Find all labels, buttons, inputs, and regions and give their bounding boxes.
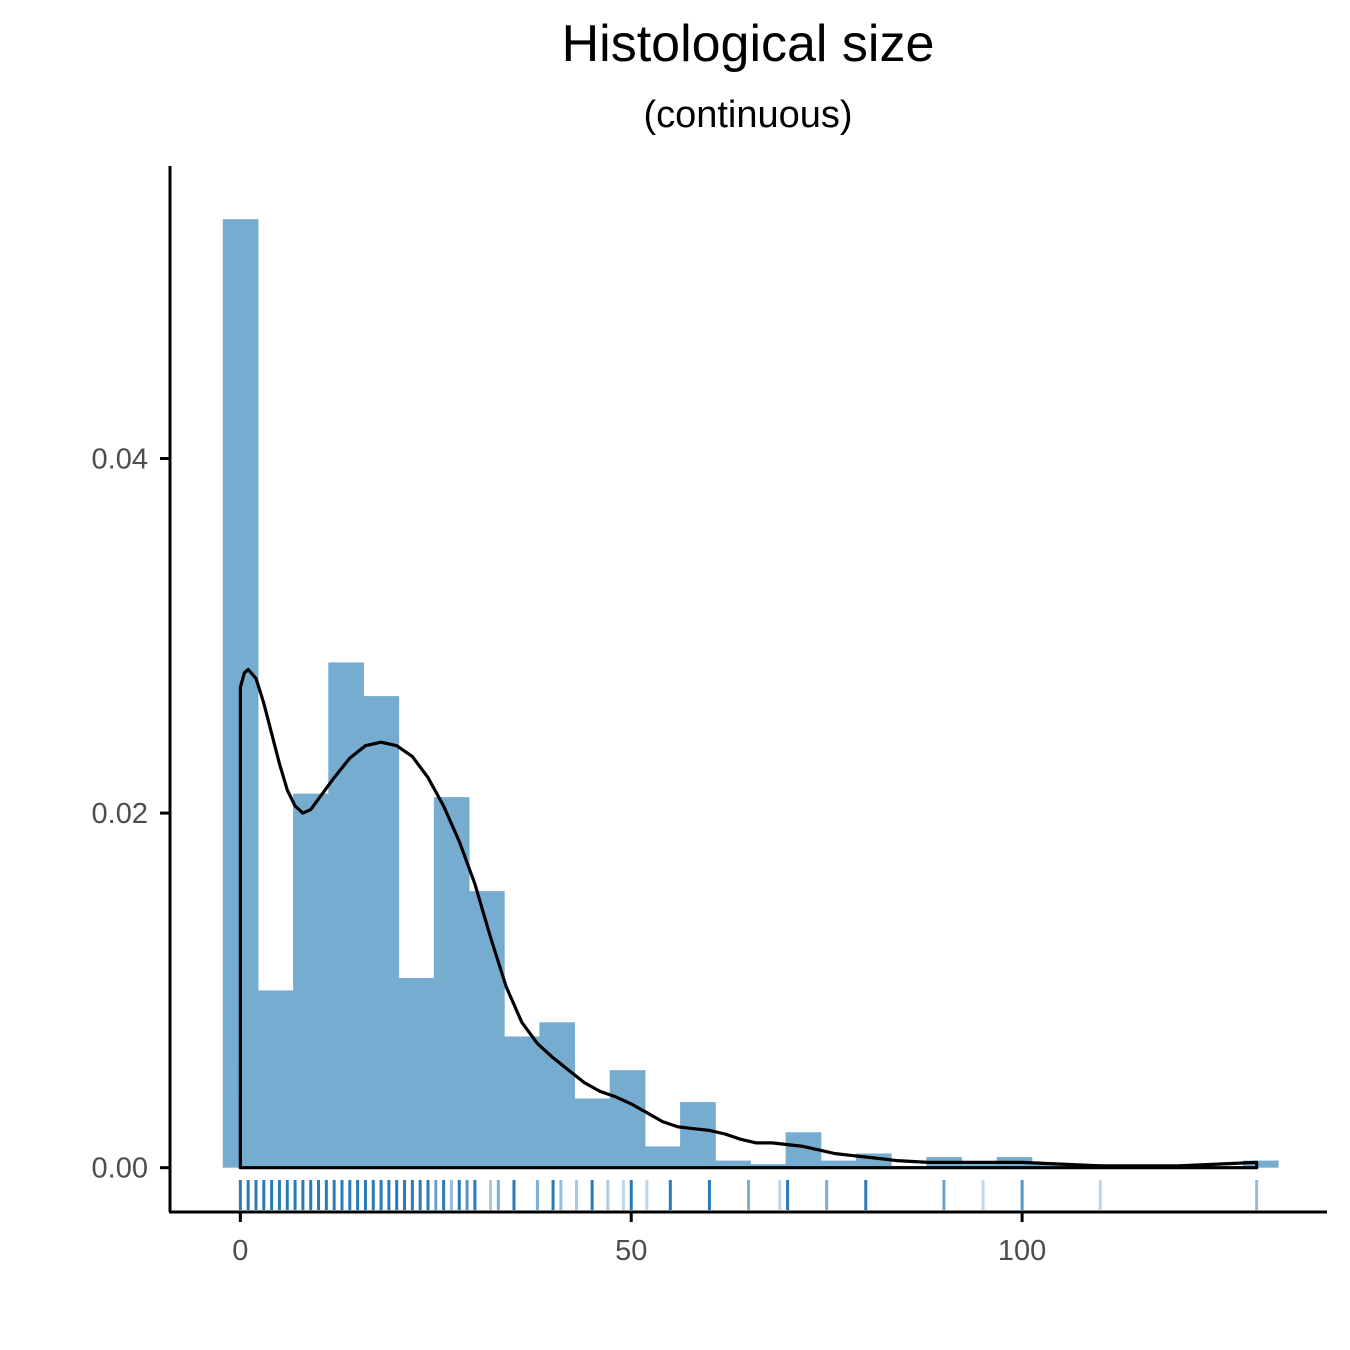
- histogram-bar: [574, 1098, 611, 1168]
- histogram-bar: [469, 891, 505, 1168]
- histogram-bar: [433, 797, 470, 1168]
- histogram-bar: [1242, 1160, 1279, 1168]
- histogram-bar: [398, 977, 435, 1168]
- histogram-bar: [715, 1160, 751, 1168]
- x-tick-label: 0: [232, 1235, 248, 1267]
- histogram-bars: [222, 219, 1279, 1168]
- density-curve: [238, 667, 1259, 1170]
- y-ticks: 0.00 0.02 0.04: [92, 444, 170, 1185]
- histogram-bar: [257, 990, 294, 1168]
- x-tick-label: 50: [615, 1235, 647, 1267]
- histogram-bar: [609, 1070, 646, 1168]
- y-tick-label: 0.04: [92, 444, 148, 476]
- histogram-bar: [328, 662, 364, 1168]
- histogram-bar: [680, 1102, 716, 1168]
- y-tick-label: 0.00: [92, 1153, 148, 1185]
- axes: [168, 166, 1327, 1214]
- x-ticks: 0 50 100: [232, 1212, 1046, 1267]
- histogram-bar: [644, 1146, 681, 1168]
- histogram-bar: [820, 1160, 857, 1168]
- histogram-bar: [504, 1036, 540, 1168]
- histogram-bar: [750, 1164, 787, 1168]
- x-tick-label: 100: [998, 1235, 1046, 1267]
- rug-marks: [238, 1180, 1259, 1210]
- density-curve-group: [238, 667, 1259, 1170]
- y-tick-label: 0.02: [92, 798, 148, 830]
- histogram-bar: [539, 1022, 576, 1168]
- histogram-bar: [961, 1164, 998, 1168]
- histogram-bar: [293, 793, 329, 1168]
- chart-title: Histological size: [561, 15, 935, 73]
- chart-subtitle: (continuous): [643, 94, 853, 136]
- histogram-bar: [1031, 1164, 1068, 1168]
- histogram-bar: [363, 696, 400, 1168]
